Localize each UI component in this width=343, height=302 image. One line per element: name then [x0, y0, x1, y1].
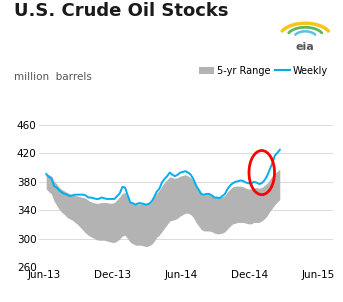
Text: U.S. Crude Oil Stocks: U.S. Crude Oil Stocks — [14, 2, 228, 20]
Text: eia: eia — [296, 42, 315, 52]
Text: million  barrels: million barrels — [14, 72, 92, 82]
Legend: 5-yr Range, Weekly: 5-yr Range, Weekly — [199, 66, 328, 76]
